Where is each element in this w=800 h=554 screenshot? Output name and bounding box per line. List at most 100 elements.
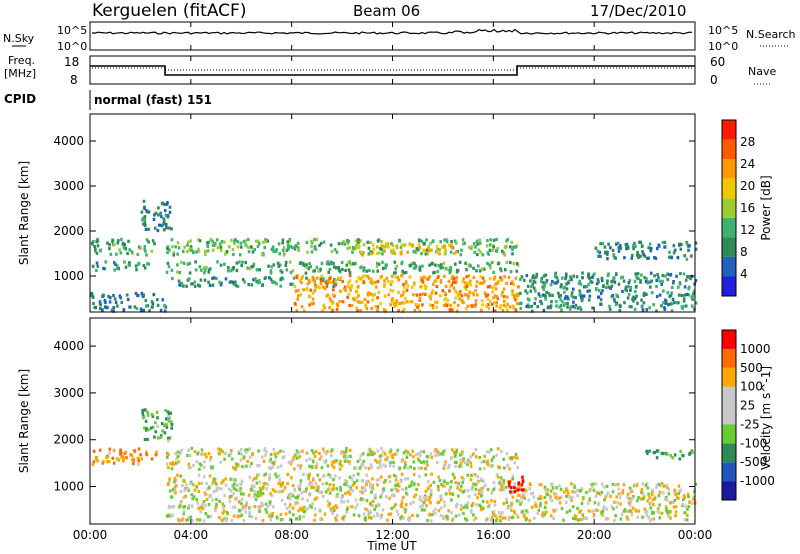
- velocity-cell: [154, 430, 157, 434]
- power-cell: [395, 304, 398, 308]
- velocity-cell: [645, 449, 648, 453]
- velocity-cell: [268, 477, 271, 482]
- power-cell: [443, 238, 446, 242]
- power-cell: [128, 248, 131, 252]
- velocity-cell: [493, 499, 497, 503]
- power-cell: [505, 281, 508, 285]
- power-cell: [380, 274, 384, 279]
- power-cell: [197, 283, 200, 287]
- velocity-cell: [402, 495, 405, 499]
- velocity-cell: [574, 517, 577, 521]
- power-cell: [92, 301, 95, 306]
- velocity-cell: [329, 507, 333, 511]
- velocity-cell: [299, 479, 303, 483]
- velocity-cell: [552, 516, 555, 520]
- velocity-cell: [669, 454, 672, 458]
- power-cell: [280, 270, 284, 274]
- velocity-cell: [376, 512, 379, 516]
- power-cell: [422, 242, 426, 246]
- velocity-cell: [199, 463, 203, 467]
- power-cell: [465, 284, 469, 288]
- power-cell: [502, 294, 506, 299]
- colorbar-swatch: [722, 481, 736, 500]
- velocity-cell: [657, 507, 660, 511]
- power-cell: [657, 244, 661, 248]
- velocity-cell: [350, 505, 354, 509]
- power-y-axis-label: Slant Range [km]: [17, 161, 31, 265]
- velocity-cell: [539, 494, 542, 499]
- power-cell: [510, 281, 513, 285]
- velocity-cell: [520, 496, 523, 500]
- velocity-cell: [554, 496, 558, 500]
- power-cell: [211, 239, 214, 243]
- power-cell: [307, 267, 310, 271]
- power-cell: [411, 244, 414, 248]
- velocity-cell: [193, 488, 197, 492]
- power-cell: [383, 294, 387, 298]
- power-cell: [108, 247, 111, 251]
- velocity-cell: [587, 509, 591, 513]
- power-cell: [367, 252, 371, 256]
- power-cell: [526, 284, 530, 288]
- velocity-cell: [212, 477, 216, 481]
- power-cell: [436, 250, 439, 254]
- power-cell: [392, 271, 396, 275]
- velocity-cell: [656, 509, 660, 514]
- power-cell: [549, 304, 553, 308]
- power-cell: [504, 245, 507, 249]
- power-cell: [682, 272, 686, 276]
- velocity-cell: [521, 509, 524, 513]
- power-cell: [335, 250, 339, 254]
- velocity-cell: [470, 473, 473, 477]
- velocity-cell: [174, 491, 177, 495]
- velocity-cell: [401, 488, 404, 492]
- velocity-cell: [671, 456, 674, 460]
- velocity-cell: [254, 476, 258, 480]
- velocity-cell: [141, 411, 144, 415]
- power-cell: [194, 260, 197, 264]
- power-cell: [425, 285, 428, 289]
- velocity-cell: [500, 487, 504, 491]
- velocity-cell: [166, 514, 169, 518]
- velocity-cell: [537, 497, 540, 501]
- power-cell: [333, 248, 337, 252]
- velocity-cell: [161, 429, 164, 433]
- power-cell: [134, 264, 138, 268]
- velocity-cell: [355, 486, 358, 490]
- velocity-cell: [458, 464, 461, 468]
- power-cell: [413, 282, 416, 286]
- power-cell: [623, 256, 626, 260]
- velocity-cell: [646, 486, 650, 490]
- velocity-cell: [137, 459, 141, 463]
- velocity-cell: [571, 490, 574, 494]
- velocity-cell: [373, 494, 377, 498]
- velocity-cell: [261, 455, 264, 459]
- power-cell: [502, 251, 505, 255]
- power-cell: [534, 289, 537, 293]
- velocity-cell: [344, 479, 347, 483]
- velocity-cell: [422, 450, 425, 454]
- velocity-cell: [651, 491, 654, 495]
- power-cell: [401, 269, 404, 273]
- power-cell: [342, 239, 345, 244]
- power-cell: [281, 248, 285, 252]
- power-cell: [346, 295, 349, 299]
- velocity-cell: [287, 460, 291, 464]
- power-cell: [481, 267, 484, 271]
- power-cell: [421, 264, 424, 268]
- velocity-cell: [646, 451, 649, 456]
- velocity-cell: [497, 465, 500, 469]
- power-cell: [289, 282, 292, 286]
- power-cell: [554, 300, 558, 304]
- power-cell: [357, 238, 360, 242]
- power-cell: [576, 306, 580, 310]
- power-cell: [525, 291, 529, 295]
- power-cell: [570, 277, 573, 282]
- velocity-cell: [270, 493, 274, 498]
- power-cell: [479, 275, 483, 279]
- power-cell: [509, 270, 513, 274]
- power-cell: [124, 246, 127, 250]
- velocity-cell: [356, 472, 360, 476]
- velocity-cell: [293, 488, 297, 492]
- power-cell: [578, 289, 582, 293]
